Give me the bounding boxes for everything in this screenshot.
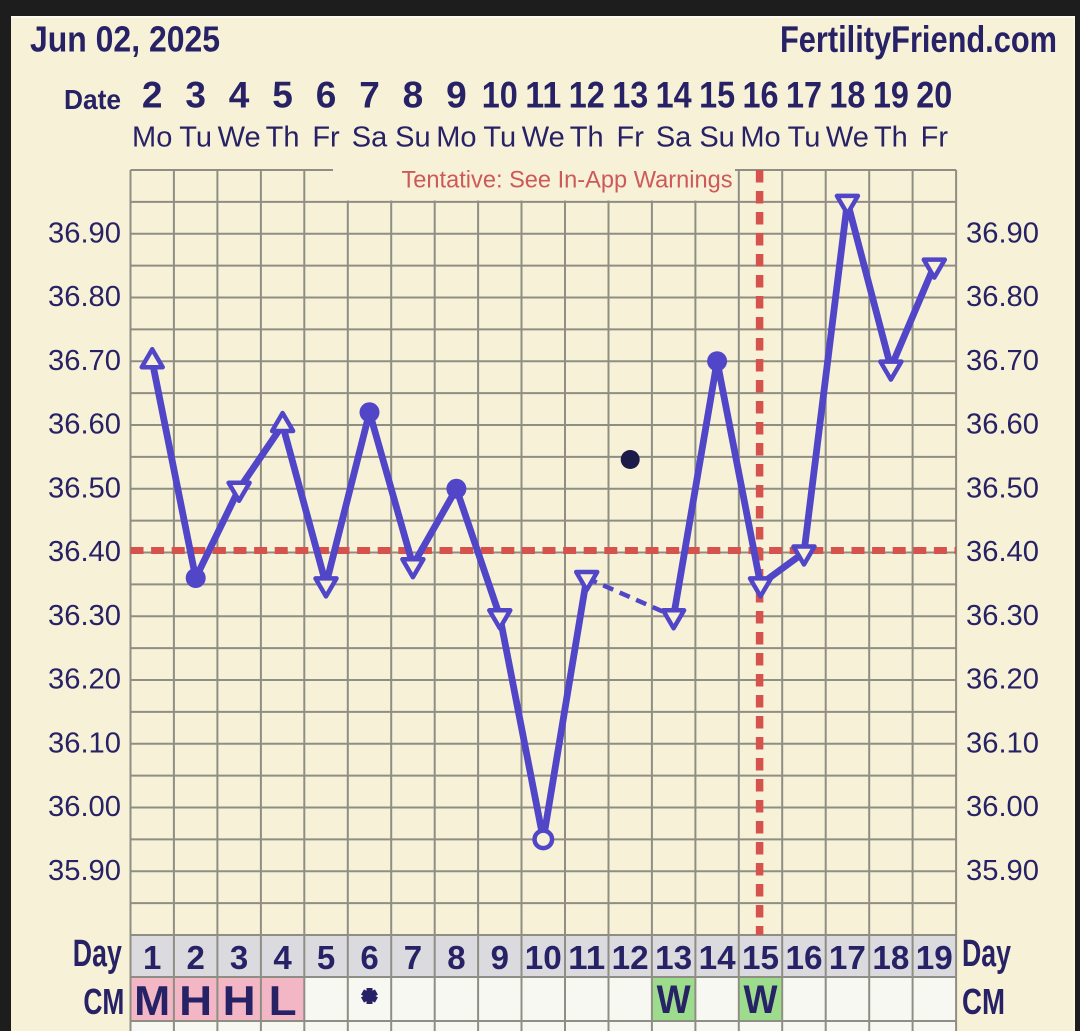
svg-text:14: 14 (699, 939, 737, 976)
svg-text:35.90: 35.90 (48, 855, 121, 887)
svg-text:Su: Su (395, 122, 430, 154)
svg-text:9: 9 (491, 939, 509, 976)
svg-text:36.10: 36.10 (966, 727, 1039, 759)
svg-text:Su: Su (699, 122, 734, 154)
svg-text:15: 15 (742, 939, 779, 976)
svg-text:CM: CM (962, 981, 1005, 1022)
svg-text:13: 13 (612, 75, 648, 116)
svg-text:36.50: 36.50 (966, 472, 1039, 504)
svg-text:36.50: 36.50 (48, 472, 121, 504)
svg-text:Th: Th (570, 122, 604, 154)
svg-text:14: 14 (656, 75, 692, 116)
svg-text:6: 6 (360, 939, 378, 976)
svg-text:36.40: 36.40 (48, 536, 121, 568)
svg-text:H: H (179, 977, 212, 1024)
svg-text:Sa: Sa (656, 122, 692, 154)
svg-text:2: 2 (187, 939, 205, 976)
svg-text:6: 6 (316, 75, 337, 116)
svg-text:12: 12 (569, 75, 605, 116)
svg-text:4: 4 (273, 939, 292, 976)
svg-text:36.70: 36.70 (966, 345, 1039, 377)
svg-text:5: 5 (317, 939, 335, 976)
svg-text:17: 17 (786, 75, 822, 116)
svg-text:16: 16 (743, 75, 779, 116)
svg-text:Tu: Tu (179, 122, 212, 154)
svg-text:13: 13 (655, 939, 692, 976)
svg-text:Fr: Fr (921, 122, 949, 154)
svg-text:Fr: Fr (312, 122, 340, 154)
svg-text:Jun 02, 2025: Jun 02, 2025 (30, 19, 220, 60)
svg-text:19: 19 (873, 75, 909, 116)
svg-text:L: L (269, 977, 297, 1024)
svg-text:8: 8 (403, 75, 424, 116)
svg-text:CM: CM (83, 981, 124, 1022)
svg-text:36.90: 36.90 (48, 217, 121, 249)
svg-text:36.20: 36.20 (966, 664, 1039, 696)
svg-text:36.00: 36.00 (966, 791, 1039, 823)
svg-text:3: 3 (230, 939, 248, 976)
svg-text:36.30: 36.30 (966, 600, 1039, 632)
svg-text:W: W (657, 978, 691, 1022)
svg-text:18: 18 (872, 939, 909, 976)
svg-text:7: 7 (404, 939, 422, 976)
svg-text:M: M (134, 977, 170, 1024)
svg-text:H: H (223, 977, 256, 1024)
svg-text:18: 18 (829, 75, 865, 116)
svg-text:9: 9 (446, 75, 467, 116)
svg-text:19: 19 (916, 939, 953, 976)
svg-text:Fr: Fr (617, 122, 645, 154)
svg-text:4: 4 (229, 75, 250, 116)
svg-text:20: 20 (916, 75, 952, 116)
svg-text:FertilityFriend.com: FertilityFriend.com (780, 19, 1057, 60)
svg-text:5: 5 (272, 75, 293, 116)
svg-text:Tu: Tu (483, 122, 516, 154)
svg-text:15: 15 (699, 75, 735, 116)
svg-text:35.90: 35.90 (966, 855, 1039, 887)
svg-text:36.60: 36.60 (48, 409, 121, 441)
svg-text:10: 10 (482, 75, 518, 116)
svg-text:We: We (826, 122, 869, 154)
svg-text:Tu: Tu (788, 122, 821, 154)
svg-text:36.20: 36.20 (48, 664, 121, 696)
svg-text:36.70: 36.70 (48, 345, 121, 377)
svg-text:16: 16 (786, 939, 823, 976)
svg-text:8: 8 (447, 939, 465, 976)
svg-text:Sa: Sa (352, 122, 388, 154)
svg-text:We: We (218, 122, 261, 154)
svg-text:We: We (522, 122, 565, 154)
svg-text:36.10: 36.10 (48, 727, 121, 759)
svg-text:36.80: 36.80 (48, 281, 121, 313)
svg-text:11: 11 (568, 939, 605, 976)
svg-text:36.40: 36.40 (966, 536, 1039, 568)
svg-text:2: 2 (142, 75, 163, 116)
svg-text:10: 10 (525, 939, 562, 976)
svg-text:36.60: 36.60 (966, 409, 1039, 441)
svg-text:Th: Th (266, 122, 300, 154)
svg-text:Mo: Mo (740, 122, 780, 154)
svg-text:Mo: Mo (132, 122, 172, 154)
svg-text:17: 17 (829, 939, 866, 976)
svg-text:36.90: 36.90 (966, 217, 1039, 249)
svg-text:11: 11 (525, 75, 561, 116)
svg-text:36.30: 36.30 (48, 600, 121, 632)
svg-text:Th: Th (874, 122, 908, 154)
svg-text:1: 1 (143, 939, 161, 976)
svg-text:Day: Day (73, 933, 122, 975)
svg-text:Tentative: See In-App Warnings: Tentative: See In-App Warnings (402, 167, 733, 194)
svg-text:Mo: Mo (436, 122, 476, 154)
svg-text:7: 7 (359, 75, 380, 116)
svg-text:W: W (744, 978, 778, 1022)
svg-text:36.00: 36.00 (48, 791, 121, 823)
svg-text:Date: Date (64, 84, 121, 115)
svg-text:36.80: 36.80 (966, 281, 1039, 313)
svg-text:3: 3 (185, 75, 206, 116)
svg-text:Day: Day (962, 933, 1011, 975)
svg-text:12: 12 (612, 939, 649, 976)
